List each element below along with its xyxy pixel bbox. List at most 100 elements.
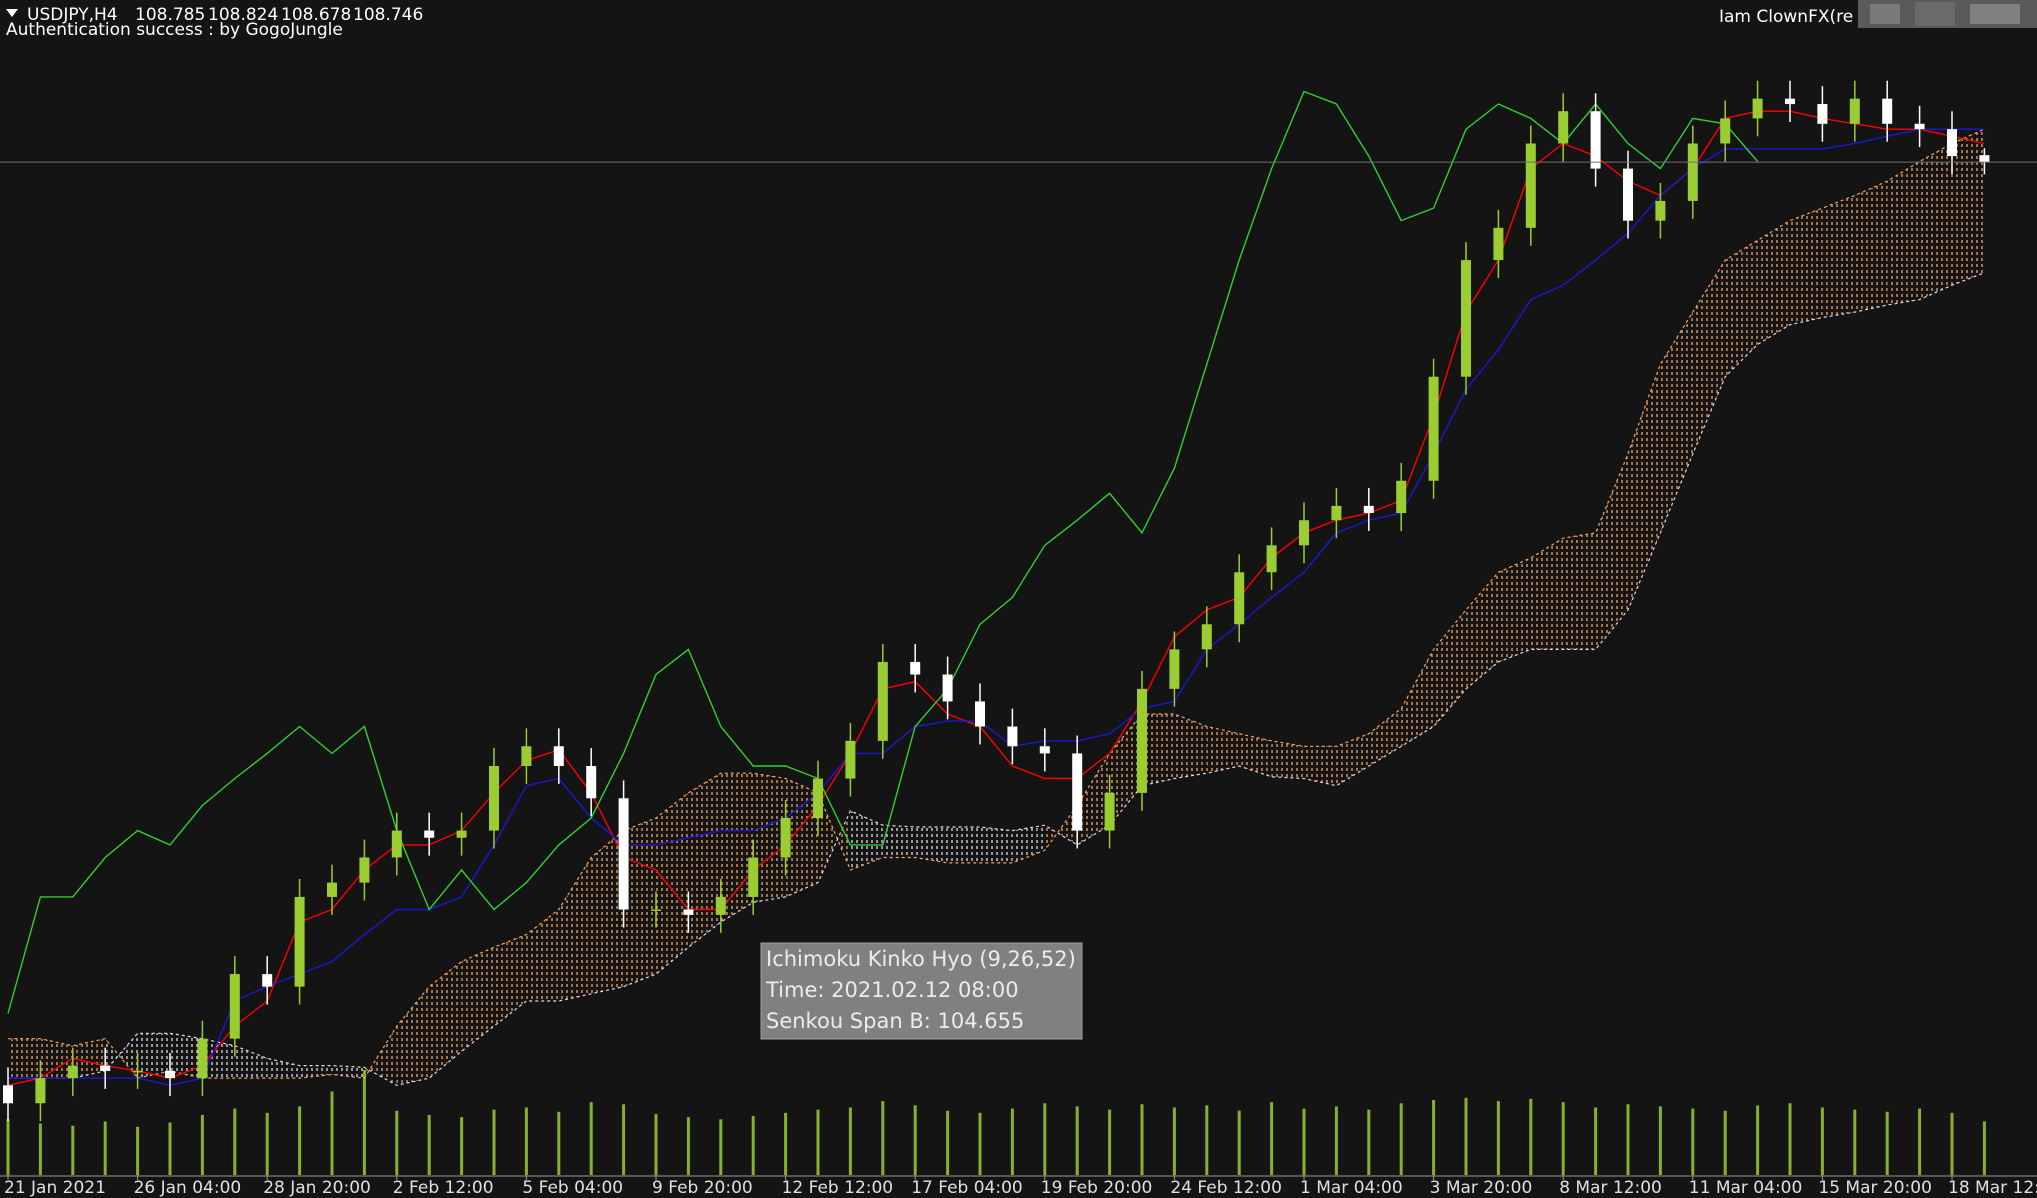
candle-body — [1493, 227, 1504, 261]
cloud-segment — [1498, 557, 1531, 662]
candle-body — [359, 857, 370, 883]
volume-bar — [686, 1117, 690, 1175]
volume-bar — [492, 1109, 496, 1175]
candle-body — [1201, 624, 1212, 650]
cloud-segment — [1822, 195, 1855, 318]
candle-body — [1914, 123, 1925, 130]
volume-bar — [1561, 1102, 1565, 1175]
symbol: USDJPY,H4 — [27, 5, 118, 25]
cloud-segment — [1239, 733, 1272, 777]
candle-body — [651, 909, 661, 912]
cloud-segment — [915, 826, 948, 863]
volume-bar — [1529, 1098, 1533, 1175]
cloud-segment — [1077, 753, 1110, 845]
candle-body — [1396, 480, 1407, 514]
tooltip-line: Senkou Span B: 104.655 — [766, 1009, 1024, 1033]
cloud-segment — [558, 857, 592, 1001]
cloud-segment — [396, 986, 430, 1086]
volume-bar — [1205, 1105, 1209, 1175]
candle-body — [1104, 792, 1115, 831]
candle-body — [229, 974, 240, 1039]
candle-body — [1817, 104, 1828, 124]
collapse-arrow[interactable] — [6, 9, 18, 17]
indicator-line — [7, 90, 1759, 1014]
cloud-segment — [105, 1033, 138, 1079]
candle-body — [1687, 143, 1698, 201]
volume-bar — [654, 1113, 658, 1175]
cloud-segment — [429, 961, 462, 1079]
cloud-segment — [202, 1038, 235, 1079]
cloud-segment — [40, 1038, 73, 1079]
cloud-segment — [591, 830, 624, 994]
cloud-segment — [8, 1038, 41, 1079]
volume-bar — [1885, 1111, 1889, 1175]
volume-bar — [1464, 1097, 1468, 1175]
cloud-segment — [526, 909, 559, 1001]
candle-body — [1266, 545, 1277, 573]
volume-bar — [719, 1119, 723, 1175]
header-close: 108.746 — [353, 5, 423, 25]
volume-bar — [71, 1125, 75, 1175]
candle-body — [845, 740, 856, 779]
volume-bar — [1756, 1105, 1760, 1175]
cloud-segment — [461, 947, 494, 1052]
candle-body — [1947, 129, 1957, 157]
cloud-segment — [137, 1033, 170, 1079]
cloud-segment — [267, 1058, 300, 1079]
blur-block — [1915, 2, 1955, 26]
candle-body — [100, 1065, 111, 1071]
candle-body — [780, 818, 791, 858]
indicator-line — [7, 110, 1985, 1086]
volume-bar — [200, 1115, 204, 1175]
x-tick-label: 11 Mar 04:00 — [1689, 1178, 1803, 1198]
account-name: Iam ClownFX(re — [1719, 7, 1853, 27]
cloud-segment — [1854, 181, 1888, 313]
volume-bar — [1594, 1107, 1598, 1175]
candle-body — [197, 1038, 208, 1079]
cloud-segment — [882, 825, 916, 858]
volume-bar — [362, 1070, 366, 1175]
candle-body — [3, 1085, 13, 1104]
candle-body — [1007, 726, 1018, 747]
volume-bar — [1626, 1104, 1630, 1175]
volume-bar — [1658, 1106, 1662, 1175]
line-layer — [7, 90, 1985, 1087]
volume-bar — [557, 1111, 561, 1175]
volume-bar — [168, 1122, 172, 1175]
volume-bar — [1270, 1102, 1274, 1175]
volume-bar — [848, 1107, 852, 1175]
tooltip-line: Time: 2021.02.12 08:00 — [765, 978, 1019, 1002]
volume-bar — [103, 1121, 107, 1175]
cloud-segment — [1563, 532, 1596, 650]
volume-bar — [524, 1107, 528, 1175]
candle-body — [942, 674, 953, 702]
x-tick-label: 24 Feb 12:00 — [1170, 1178, 1282, 1198]
cloud-segment — [170, 1033, 203, 1079]
cloud-segment — [1466, 572, 1499, 689]
cloud-segment — [785, 778, 818, 897]
x-tick-label: 12 Feb 12:00 — [782, 1178, 894, 1198]
volume-bar — [1982, 1121, 1986, 1175]
volume-bar — [1172, 1107, 1176, 1175]
cloud-segment — [1336, 733, 1369, 786]
volume-bar — [330, 1091, 334, 1175]
candle-body — [327, 882, 337, 897]
candle-body — [1752, 98, 1763, 119]
candle-body — [1137, 688, 1147, 793]
volume-bar — [881, 1101, 885, 1175]
tooltip-line: Ichimoku Kinko Hyo (9,26,52) — [766, 947, 1076, 971]
volume-bar — [1010, 1108, 1014, 1175]
blur-block — [1970, 4, 2020, 24]
candle-body — [877, 661, 888, 741]
cloud-segment — [1952, 129, 1985, 286]
candle-body — [35, 1078, 46, 1104]
header-open: 108.785 — [135, 5, 205, 25]
volume-bar — [460, 1117, 464, 1175]
volume-bar — [265, 1112, 269, 1175]
blur-block — [1870, 4, 1900, 24]
cloud-layer — [8, 128, 1985, 1086]
volume-bar — [1788, 1103, 1792, 1175]
volume-bar — [978, 1112, 982, 1175]
cloud-segment — [332, 1065, 365, 1079]
volume-bar — [136, 1126, 140, 1175]
